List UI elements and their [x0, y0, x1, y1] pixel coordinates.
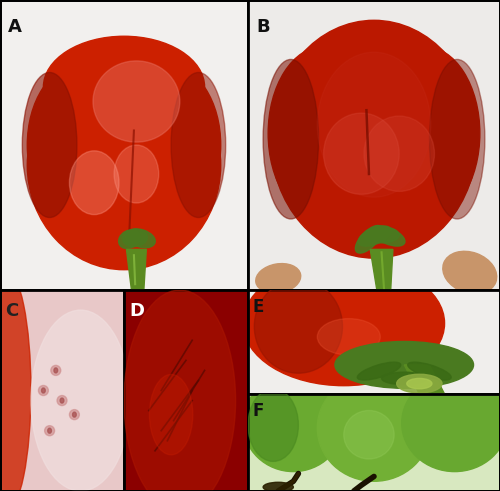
Ellipse shape: [263, 482, 294, 491]
Ellipse shape: [270, 20, 478, 258]
Ellipse shape: [318, 52, 430, 197]
Text: A: A: [8, 18, 22, 36]
Ellipse shape: [57, 396, 67, 406]
Text: F: F: [253, 402, 264, 420]
Ellipse shape: [407, 379, 432, 389]
Ellipse shape: [31, 310, 130, 491]
Ellipse shape: [126, 229, 155, 248]
Ellipse shape: [51, 365, 61, 376]
Ellipse shape: [124, 290, 236, 491]
Ellipse shape: [70, 151, 119, 215]
Ellipse shape: [254, 279, 342, 373]
Ellipse shape: [54, 368, 58, 373]
Ellipse shape: [364, 227, 399, 243]
Ellipse shape: [402, 375, 500, 471]
Ellipse shape: [344, 410, 394, 459]
Ellipse shape: [324, 113, 399, 194]
Ellipse shape: [150, 375, 193, 455]
Ellipse shape: [114, 145, 158, 203]
Ellipse shape: [72, 412, 76, 417]
Ellipse shape: [243, 375, 344, 471]
Text: D: D: [129, 302, 144, 320]
Ellipse shape: [42, 388, 46, 393]
Ellipse shape: [248, 389, 298, 462]
Ellipse shape: [369, 47, 480, 220]
Text: E: E: [253, 298, 264, 316]
Ellipse shape: [263, 59, 318, 219]
Text: C: C: [5, 302, 18, 320]
Polygon shape: [126, 249, 146, 290]
Ellipse shape: [243, 261, 444, 385]
Ellipse shape: [93, 210, 279, 491]
Ellipse shape: [364, 116, 434, 191]
Text: B: B: [256, 18, 270, 36]
Ellipse shape: [171, 73, 226, 218]
Ellipse shape: [382, 372, 427, 384]
Ellipse shape: [44, 426, 54, 436]
Ellipse shape: [116, 65, 220, 225]
Ellipse shape: [408, 362, 451, 380]
Ellipse shape: [358, 362, 401, 380]
Ellipse shape: [318, 375, 430, 481]
Polygon shape: [370, 249, 393, 296]
Ellipse shape: [430, 59, 485, 219]
Ellipse shape: [28, 65, 132, 225]
Ellipse shape: [118, 230, 140, 248]
Ellipse shape: [44, 36, 204, 138]
Ellipse shape: [38, 385, 48, 396]
Ellipse shape: [256, 264, 300, 293]
Ellipse shape: [93, 61, 180, 142]
Ellipse shape: [0, 270, 31, 491]
Ellipse shape: [122, 229, 148, 246]
Ellipse shape: [28, 61, 220, 270]
Polygon shape: [404, 365, 444, 394]
Ellipse shape: [372, 226, 405, 246]
Ellipse shape: [268, 47, 379, 220]
Ellipse shape: [318, 319, 380, 355]
Ellipse shape: [358, 226, 391, 246]
Ellipse shape: [48, 428, 52, 433]
Ellipse shape: [443, 251, 496, 294]
Ellipse shape: [60, 398, 64, 403]
Ellipse shape: [356, 225, 382, 253]
Ellipse shape: [0, 230, 161, 491]
Ellipse shape: [335, 341, 473, 388]
Ellipse shape: [396, 374, 442, 393]
Ellipse shape: [70, 409, 80, 420]
Ellipse shape: [22, 73, 77, 218]
